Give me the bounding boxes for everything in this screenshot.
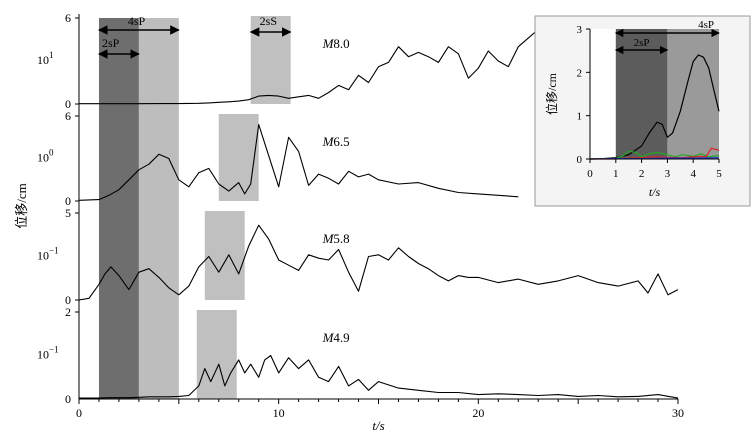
inset-label-4sp: 4sP bbox=[698, 19, 714, 31]
inset-x-tick-label: 4 bbox=[690, 168, 696, 180]
panel-2-scale-base: 10 bbox=[37, 249, 49, 263]
panel-2-ytick-top: 5 bbox=[65, 206, 71, 220]
panel-0-magnitude-label: M8.0 bbox=[322, 36, 350, 51]
panel-2-magnitude-label: M5.8 bbox=[322, 231, 350, 246]
inset-chart: 4sP 2sP 0 1 2 3 4 5 0 1 2 3 t/s 位移/cm bbox=[534, 15, 751, 207]
panel-2-scale: 10−1 bbox=[37, 246, 59, 263]
panel-0-scale-base: 10 bbox=[37, 53, 49, 67]
panel-1-waveform bbox=[78, 123, 519, 201]
panel-1-scale-exponent: 0 bbox=[49, 148, 54, 158]
inset-x-tick-label: 0 bbox=[587, 168, 593, 180]
panel-0-s-band bbox=[250, 16, 291, 104]
inset-y-tick-label: 0 bbox=[577, 154, 583, 166]
x-tick-label: 20 bbox=[472, 406, 484, 420]
inset-label-2sp: 2sP bbox=[634, 37, 650, 49]
panel-1-scale: 100 bbox=[37, 148, 54, 165]
panel-3-waveform bbox=[79, 354, 679, 399]
panel-3-ytick-top: 2 bbox=[65, 305, 71, 319]
inset-series-0 bbox=[589, 54, 720, 160]
main-chart: 4sP2sP2sS60101M8.060100M6.55010−1M5.8210… bbox=[14, 11, 684, 433]
inset-y-tick-label: 3 bbox=[577, 24, 583, 36]
label-2sp: 2sP bbox=[102, 36, 120, 50]
panel-3-magnitude-value: 4.9 bbox=[333, 330, 349, 345]
x-tick-label: 10 bbox=[273, 406, 285, 420]
label-2ss: 2sS bbox=[260, 14, 277, 28]
panel-3-ytick-bottom: 0 bbox=[65, 392, 71, 406]
inset-x-tick-label: 2 bbox=[639, 168, 645, 180]
panel-0-scale: 101 bbox=[37, 50, 54, 67]
panel-2-s-band bbox=[204, 211, 245, 300]
panel-3-magnitude-label: M4.9 bbox=[322, 330, 350, 345]
panel-0-scale-exponent: 1 bbox=[49, 50, 54, 60]
panel-1-ytick-top: 6 bbox=[65, 109, 71, 123]
panel-1-scale-base: 10 bbox=[37, 151, 49, 165]
x-tick-label: 0 bbox=[76, 406, 82, 420]
panel-0-ytick-bottom: 0 bbox=[65, 97, 71, 111]
inset-x-axis-label: t/s bbox=[649, 185, 661, 199]
x-tick-label: 30 bbox=[672, 406, 684, 420]
panel-3-scale: 10−1 bbox=[37, 345, 59, 362]
panel-2-waveform bbox=[78, 224, 679, 301]
panel-1-magnitude-symbol: M bbox=[322, 134, 335, 149]
inset-y-tick-label: 2 bbox=[577, 67, 583, 79]
panel-1-magnitude-label: M6.5 bbox=[322, 134, 350, 149]
panel-0-magnitude-value: 8.0 bbox=[333, 36, 349, 51]
y-axis-label: 位移/cm bbox=[14, 183, 29, 229]
panel-2-magnitude-symbol: M bbox=[322, 231, 335, 246]
panel-2-scale-exponent: −1 bbox=[49, 246, 59, 256]
panel-0-ytick-top: 6 bbox=[65, 11, 71, 25]
inset-x-tick-label: 5 bbox=[716, 168, 722, 180]
phase-band-0 bbox=[98, 18, 139, 399]
inset-phase-band-1 bbox=[667, 29, 719, 159]
panel-1-magnitude-value: 6.5 bbox=[333, 134, 349, 149]
inset-x-tick-label: 3 bbox=[665, 168, 671, 180]
inset-y-tick-label: 1 bbox=[577, 111, 583, 123]
panel-2-ytick-bottom: 0 bbox=[65, 293, 71, 307]
panel-1-s-band bbox=[218, 114, 259, 201]
panel-3-s-band bbox=[196, 310, 237, 399]
phase-band-1 bbox=[138, 18, 179, 399]
panel-0-magnitude-symbol: M bbox=[322, 36, 335, 51]
panel-3-magnitude-symbol: M bbox=[322, 330, 335, 345]
panel-1-ytick-bottom: 0 bbox=[65, 194, 71, 208]
inset-series-1 bbox=[589, 150, 720, 160]
panel-3-scale-exponent: −1 bbox=[49, 345, 59, 355]
inset-x-tick-label: 1 bbox=[613, 168, 619, 180]
inset-y-axis-label: 位移/cm bbox=[544, 72, 559, 115]
panel-2-magnitude-value: 5.8 bbox=[333, 231, 349, 246]
panel-0-waveform bbox=[79, 29, 539, 105]
panel-3-scale-base: 10 bbox=[37, 348, 49, 362]
x-axis-label: t/s bbox=[372, 418, 384, 433]
label-4sp: 4sP bbox=[128, 14, 146, 28]
